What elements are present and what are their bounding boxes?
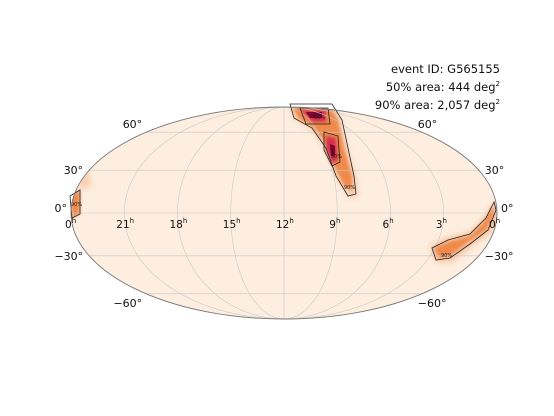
ra-tick-label: 15h	[223, 217, 241, 231]
sky-outline	[70, 106, 498, 320]
meridian-line	[283, 107, 445, 319]
contour-90-south	[431, 200, 497, 261]
contour-label: 90%	[71, 202, 82, 208]
contour-90-north	[289, 103, 357, 197]
graticule	[71, 107, 497, 319]
ra-tick-label: 18h	[170, 217, 188, 231]
dec-tick-label: 30°	[64, 164, 84, 177]
area-90: 90% area: 2,057 deg2	[374, 97, 500, 112]
region-north-peak	[306, 112, 335, 156]
ra-tick-label: 6h	[383, 217, 394, 231]
contour-label: 50%	[314, 115, 325, 121]
contour-label: 90%	[344, 185, 355, 191]
ra-tick-label: 0h	[489, 217, 500, 231]
dec-tick-label: 0°	[501, 202, 514, 215]
contour-labels: 50% 90% 90% 90% 90%	[71, 115, 452, 259]
region-north-mid	[292, 107, 352, 190]
region-south-mid	[434, 206, 494, 258]
dec-tick-label: −60°	[113, 297, 142, 310]
meridian-line	[123, 107, 285, 319]
ra-tick-label: 3h	[436, 217, 447, 231]
dec-tick-label: 60°	[418, 118, 438, 131]
dec-tick-label: −60°	[418, 297, 447, 310]
dec-tick-label: 0°	[55, 202, 68, 215]
meridian-line	[230, 107, 285, 319]
dec-labels: 60° 30° 0° −30° −60° 60° 30° 0° −30° −60°	[54, 118, 513, 310]
event-id: event ID: G565155	[391, 62, 500, 76]
dec-tick-label: 30°	[485, 164, 505, 177]
ra-tick-label: 21h	[116, 217, 134, 231]
ra-tick-label: 9h	[329, 217, 340, 231]
probability-regions	[71, 107, 497, 262]
contour-50-north-b	[323, 131, 341, 167]
meridian-line	[283, 107, 338, 319]
ra-tick-label: 0h	[65, 217, 76, 231]
dec-tick-label: 60°	[123, 118, 143, 131]
ra-tick-label: 12h	[276, 217, 294, 231]
dec-tick-label: −30°	[54, 250, 83, 263]
contour-label: 90%	[331, 154, 342, 160]
event-info: event ID: G565155 50% area: 444 deg2 90%…	[375, 62, 500, 113]
region-north-high	[300, 110, 338, 164]
contour-label: 90%	[441, 253, 452, 259]
ra-labels: 0h 21h 18h 15h 12h 9h 6h 3h 0h	[65, 217, 500, 231]
area-50: 50% area: 444 deg2	[385, 79, 500, 94]
dec-tick-label: −30°	[485, 250, 514, 263]
meridian-line	[177, 107, 285, 319]
meridian-line	[283, 107, 391, 319]
